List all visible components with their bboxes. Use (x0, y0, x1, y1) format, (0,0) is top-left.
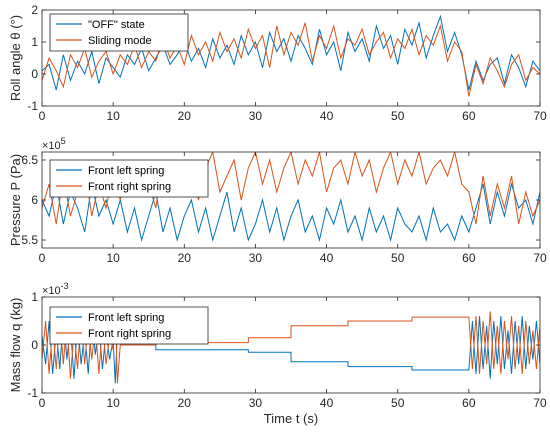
legend-entry: Front right spring (88, 328, 171, 340)
x-tick-label: 20 (178, 109, 192, 123)
axis-exponent-label: ×10-3 (42, 281, 69, 297)
y-axis-label: Pressure P (Pa) (8, 154, 23, 246)
legend-box (49, 13, 189, 52)
y-tick-label: 0 (31, 67, 38, 81)
y-tick-label: 1 (31, 290, 38, 304)
x-tick-label: 50 (391, 251, 405, 265)
y-tick-label: -1 (27, 99, 38, 113)
y-axis-label: Roll angle θ (°) (8, 15, 23, 101)
legend-entry: Front left spring (88, 165, 164, 177)
y-axis-label: Mass flow q (kg) (8, 298, 23, 393)
y-tick-label: 1 (31, 35, 38, 49)
series-line-1 (42, 182, 540, 242)
x-tick-label: 30 (249, 396, 263, 410)
x-tick-label: 70 (533, 109, 547, 123)
x-tick-label: 60 (462, 396, 476, 410)
x-tick-label: 60 (462, 251, 476, 265)
x-tick-label: 10 (106, 109, 120, 123)
legend-entry: Front left spring (88, 312, 164, 324)
x-axis-label: Time t (s) (264, 411, 318, 426)
x-tick-label: 10 (106, 251, 120, 265)
x-tick-label: 0 (39, 109, 46, 123)
y-tick-label: 6 (31, 193, 38, 207)
x-tick-label: 30 (249, 251, 263, 265)
legend-entry: Sliding mode (88, 35, 152, 47)
x-tick-label: 10 (106, 396, 120, 410)
legend: "OFF" state Sliding mode (49, 13, 189, 52)
x-tick-label: 40 (320, 396, 334, 410)
legend-entry: "OFF" state (88, 19, 145, 31)
axis-exponent-label: ×105 (42, 136, 66, 152)
legend: Front left spring Front right spring (49, 159, 209, 198)
series-line-2 (42, 22, 540, 97)
x-tick-label: 40 (320, 109, 334, 123)
x-tick-label: 70 (533, 396, 547, 410)
x-tick-label: 20 (178, 396, 192, 410)
x-tick-label: 60 (462, 109, 476, 123)
series-line-1 (42, 14, 540, 91)
legend-box (49, 159, 209, 198)
x-tick-label: 50 (391, 396, 405, 410)
legend-entry: Front right spring (88, 181, 171, 193)
legend-box (49, 306, 209, 345)
y-tick-label: -1 (27, 386, 38, 400)
x-tick-label: 20 (178, 251, 192, 265)
x-tick-label: 40 (320, 251, 334, 265)
x-tick-label: 0 (39, 251, 46, 265)
y-tick-label: 6.5 (21, 153, 38, 167)
axes-box (41, 9, 541, 107)
x-tick-label: 50 (391, 109, 405, 123)
chart-panel-2: 5.5 6 6.5 0 10 20 30 40 50 60 70 ×105 Pressure P (Pa… (8, 136, 547, 265)
x-tick-label: 30 (249, 109, 263, 123)
y-tick-label: 5.5 (21, 233, 38, 247)
series-line-1 (42, 316, 540, 384)
x-tick-label: 0 (39, 396, 46, 410)
x-tick-label: 70 (533, 251, 547, 265)
y-tick-label: 2 (31, 3, 38, 17)
legend: Front left spring Front right spring (49, 306, 209, 345)
y-tick-label: 0 (31, 338, 38, 352)
